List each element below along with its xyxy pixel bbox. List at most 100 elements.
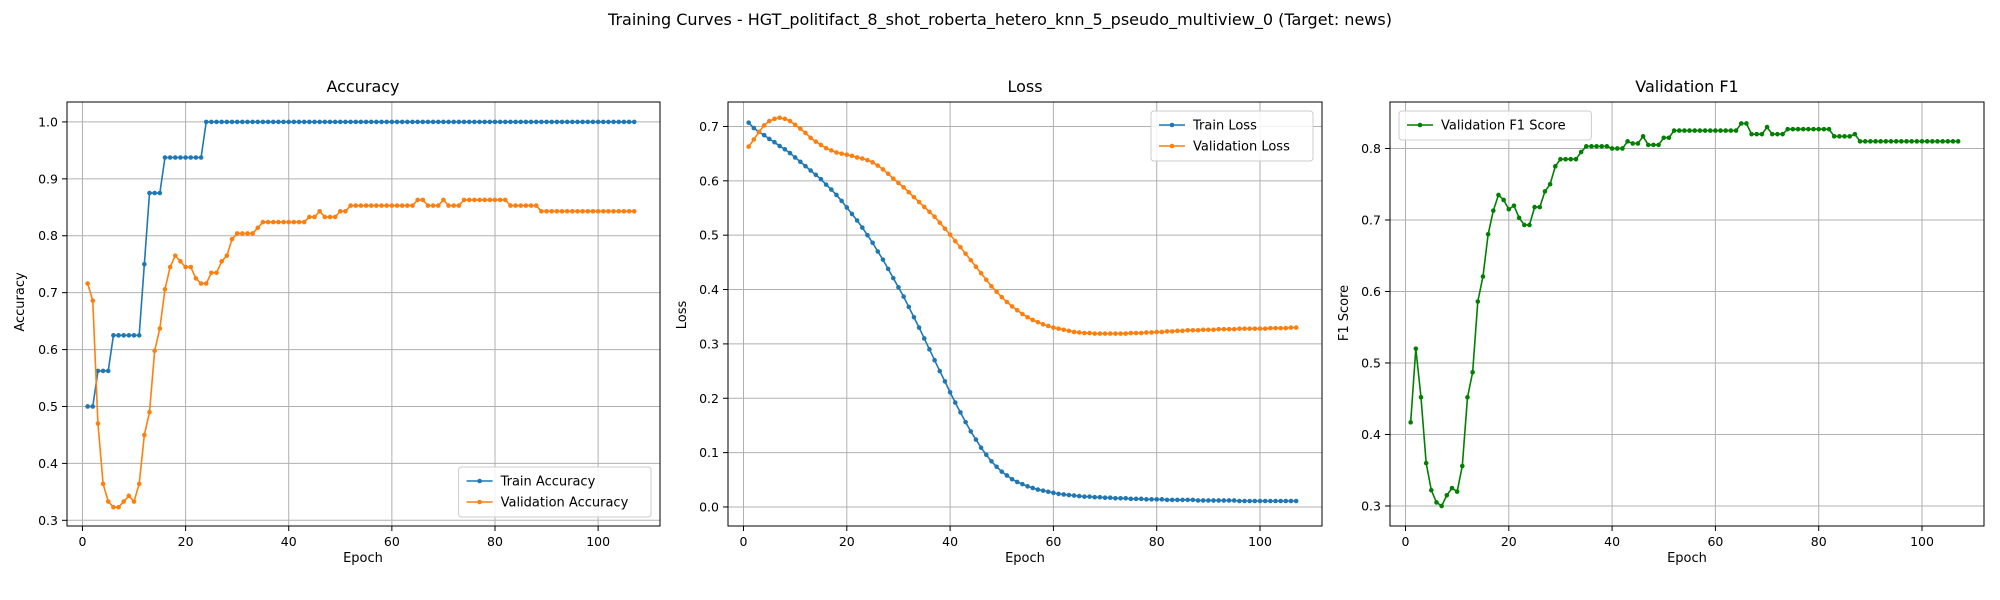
train-loss-point xyxy=(798,159,803,165)
validation-f1-score-point xyxy=(1692,128,1698,133)
validation-accuracy-point xyxy=(172,253,178,258)
validation-loss-point xyxy=(746,144,751,149)
loss-ylabel: Loss xyxy=(675,301,690,330)
train-loss-point xyxy=(994,464,999,470)
train-accuracy-point xyxy=(559,119,565,125)
train-loss-point xyxy=(746,120,751,125)
validation-accuracy-point xyxy=(425,203,431,208)
train-accuracy-point xyxy=(394,119,400,125)
validation-accuracy-point xyxy=(250,231,255,236)
validation-accuracy-point xyxy=(131,499,137,504)
validation-accuracy-point xyxy=(307,214,312,220)
validation-f1-score-point xyxy=(1547,181,1553,187)
train-accuracy-point xyxy=(435,119,441,125)
validation-accuracy-point xyxy=(487,197,493,203)
accuracy-ytick-label: 0.6 xyxy=(38,342,58,357)
validation-f1-score-point xyxy=(1682,128,1687,133)
accuracy-ytick-label: 1.0 xyxy=(38,114,58,129)
validation-loss-point xyxy=(813,139,819,144)
f1-xtick-label: 100 xyxy=(1910,534,1934,549)
validation-accuracy-point xyxy=(162,286,168,292)
validation-f1-score-point xyxy=(1496,192,1501,198)
validation-accuracy-point xyxy=(281,219,286,225)
validation-f1-score-point xyxy=(1821,126,1827,132)
train-accuracy-point xyxy=(430,119,436,125)
train-loss-point xyxy=(803,163,808,169)
validation-accuracy-point xyxy=(260,219,266,225)
validation-loss-point xyxy=(756,129,762,135)
validation-loss-point xyxy=(834,150,839,155)
validation-accuracy-point xyxy=(533,203,539,208)
validation-accuracy-point xyxy=(570,208,575,214)
train-accuracy-point xyxy=(296,119,302,125)
validation-loss-point xyxy=(983,277,989,283)
validation-f1-score-point xyxy=(1744,121,1749,126)
f1-xtick-label: 0 xyxy=(1402,534,1410,549)
validation-loss-point xyxy=(1206,327,1211,333)
validation-loss-point xyxy=(1144,330,1149,335)
validation-accuracy-point xyxy=(508,203,513,208)
validation-loss-point xyxy=(880,167,886,172)
train-loss-point xyxy=(1149,497,1154,502)
train-accuracy-point xyxy=(549,119,555,125)
validation-loss-point xyxy=(854,155,860,160)
loss-xlabel: Epoch xyxy=(1005,551,1045,566)
loss-ytick-label: 0.7 xyxy=(699,119,719,134)
loss-legend-box xyxy=(1150,110,1314,162)
validation-loss-point xyxy=(1102,331,1108,336)
train-loss-point xyxy=(849,211,855,217)
validation-accuracy-point xyxy=(276,219,281,225)
validation-loss-point xyxy=(1237,326,1242,331)
train-accuracy-point xyxy=(276,119,281,125)
validation-accuracy-point xyxy=(379,203,384,208)
validation-loss-point xyxy=(1061,327,1067,333)
train-accuracy-point xyxy=(626,119,632,125)
train-loss-legend-marker xyxy=(1169,122,1175,128)
train-loss-point xyxy=(1221,498,1227,503)
validation-f1-score-point xyxy=(1940,139,1945,144)
validation-accuracy-point xyxy=(152,348,157,354)
accuracy-ytick-label: 0.8 xyxy=(38,228,58,243)
validation-accuracy-point xyxy=(183,264,188,270)
validation-accuracy-point xyxy=(90,298,96,303)
f1-ytick-label: 0.3 xyxy=(1361,498,1381,513)
validation-f1-score-point xyxy=(1501,197,1506,203)
validation-f1-score-point xyxy=(1573,156,1579,162)
validation-f1-score-point xyxy=(1614,146,1620,151)
validation-loss-point xyxy=(921,204,927,210)
validation-f1-score-point xyxy=(1537,204,1543,210)
validation-loss-point xyxy=(1185,328,1190,333)
train-loss-point xyxy=(1087,494,1092,499)
train-loss-point xyxy=(1128,496,1134,502)
validation-f1-score-point xyxy=(1857,139,1863,144)
train-accuracy-point xyxy=(508,119,513,125)
train-loss-point xyxy=(1113,495,1118,501)
train-loss-point xyxy=(767,136,772,142)
train-loss-point xyxy=(860,225,865,230)
validation-accuracy-point xyxy=(461,197,467,203)
train-loss-point xyxy=(834,192,839,198)
validation-loss-point xyxy=(1278,325,1283,331)
validation-accuracy-point xyxy=(322,214,328,220)
validation-f1-score-point xyxy=(1862,139,1868,144)
train-accuracy-point xyxy=(188,155,194,160)
validation-loss-point xyxy=(1211,327,1216,333)
train-loss-point xyxy=(1252,498,1258,504)
validation-accuracy-point xyxy=(410,203,415,208)
validation-f1-score-point xyxy=(1552,164,1558,169)
validation-f1-score-point xyxy=(1594,144,1599,149)
train-accuracy-point xyxy=(363,119,369,125)
loss-grid xyxy=(728,102,1322,526)
validation-f1-score-point xyxy=(1873,139,1878,144)
accuracy-panel: Accuracy Epoch Accuracy 0 20 40 60 80 100 0.3 0… xyxy=(13,77,661,566)
train-loss-point xyxy=(1288,498,1294,504)
train-loss-point xyxy=(1180,497,1185,503)
validation-loss-point xyxy=(1180,328,1185,334)
train-loss-point xyxy=(854,218,860,223)
validation-f1-score-line xyxy=(1409,122,1959,508)
validation-loss-point xyxy=(1051,325,1056,330)
validation-accuracy-point xyxy=(209,270,214,276)
train-accuracy-point xyxy=(492,119,498,125)
train-loss-point xyxy=(1278,498,1283,504)
train-loss-point xyxy=(818,176,824,182)
